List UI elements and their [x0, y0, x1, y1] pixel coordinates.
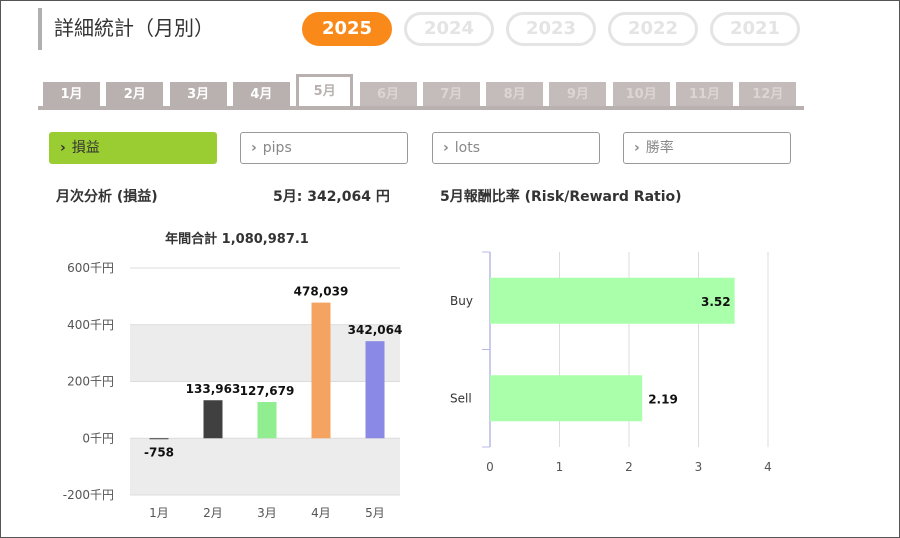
x-tick-label: 3: [695, 460, 703, 474]
metric-button-label: pips: [262, 140, 292, 156]
chart-title: 年間合計 1,080,987.1: [165, 231, 309, 247]
grid-band: [130, 438, 400, 495]
risk-reward-heading: 5月報酬比率 (Risk/Reward Ratio): [440, 189, 682, 205]
chevron-right-icon: ›: [60, 140, 66, 156]
month-tab-5[interactable]: 5月: [296, 74, 354, 110]
bar-value-label: 2.19: [648, 392, 678, 406]
chevron-right-icon: ›: [251, 140, 257, 156]
x-tick-label: 3月: [257, 506, 277, 520]
month-tab-8[interactable]: 8月: [486, 82, 544, 108]
x-tick-label: 1月: [149, 506, 169, 520]
y-tick-label: 0千円: [82, 431, 114, 445]
bar-4月: [311, 302, 331, 439]
bar-value-label: 133,963: [186, 382, 241, 396]
metric-button-2[interactable]: › lots: [432, 132, 600, 164]
chevron-right-icon: ›: [443, 140, 449, 156]
metric-button-label: lots: [454, 140, 481, 156]
bar-value-label: 478,039: [294, 285, 349, 299]
year-tab-2025[interactable]: 2025: [302, 12, 392, 46]
bar-Buy: [490, 277, 735, 324]
y-tick-label: Sell: [450, 391, 472, 405]
metric-button-label: 損益: [71, 140, 100, 156]
chevron-right-icon: ›: [634, 140, 640, 156]
y-tick-label: 600千円: [67, 261, 114, 275]
bar-value-label: 342,064: [348, 323, 403, 337]
month-tab-3[interactable]: 3月: [169, 82, 227, 108]
bar-2月: [203, 400, 223, 439]
year-tab-2024[interactable]: 2024: [404, 12, 494, 46]
metric-button-0[interactable]: › 損益: [49, 132, 217, 164]
month-tab-12[interactable]: 12月: [739, 82, 797, 108]
metric-button-1[interactable]: › pips: [240, 132, 408, 164]
bar-value-label: 3.52: [701, 295, 731, 309]
month-value-readout: 5月: 342,064 円: [273, 189, 390, 205]
bar-Sell: [490, 375, 643, 422]
page-title-text: 詳細統計（月別）: [54, 16, 214, 40]
bar-3月: [257, 402, 277, 439]
x-tick-label: 2月: [203, 506, 223, 520]
year-tab-2023[interactable]: 2023: [506, 12, 596, 46]
y-tick-label: Buy: [450, 294, 473, 308]
year-tab-2021[interactable]: 2021: [710, 12, 800, 46]
metric-button-label: 勝率: [645, 140, 674, 156]
month-tab-6[interactable]: 6月: [359, 82, 417, 108]
metric-button-3[interactable]: › 勝率: [623, 132, 791, 164]
month-tab-1[interactable]: 1月: [43, 82, 100, 108]
month-tab-9[interactable]: 9月: [549, 82, 607, 108]
monthly-analysis-heading: 月次分析 (損益): [56, 189, 158, 205]
page-title: 詳細統計（月別）: [38, 8, 214, 50]
month-tab-4[interactable]: 4月: [232, 82, 290, 108]
month-tab-11[interactable]: 11月: [676, 82, 733, 108]
bar-5月: [365, 341, 385, 439]
x-tick-label: 4月: [311, 506, 331, 520]
x-tick-label: 0: [486, 460, 494, 474]
y-tick-label: 400千円: [67, 318, 114, 332]
month-tab-7[interactable]: 7月: [422, 82, 480, 108]
month-tab-10[interactable]: 10月: [612, 82, 670, 108]
x-tick-label: 1: [556, 460, 564, 474]
risk-reward-chart: 0 1 2 3 4 Buy 3.52 Sell 2.19: [450, 251, 772, 474]
month-tab-underline: [38, 106, 804, 110]
grid-band: [130, 324, 400, 382]
month-tab-2[interactable]: 2月: [106, 82, 164, 108]
x-tick-label: 2: [625, 460, 633, 474]
year-tab-2022[interactable]: 2022: [608, 12, 698, 46]
y-tick-label: -200千円: [63, 488, 114, 502]
y-tick-label: 200千円: [67, 375, 114, 389]
monthly-pnl-chart: 600千円 400千円 200千円 0千円 -200千円 年間合計 1,080,987.1…: [63, 231, 403, 520]
x-tick-label: 5月: [365, 506, 385, 520]
bar-1月: [149, 438, 169, 440]
bar-value-label: -758: [144, 445, 174, 459]
x-tick-label: 4: [764, 460, 772, 474]
bar-value-label: 127,679: [240, 384, 295, 398]
